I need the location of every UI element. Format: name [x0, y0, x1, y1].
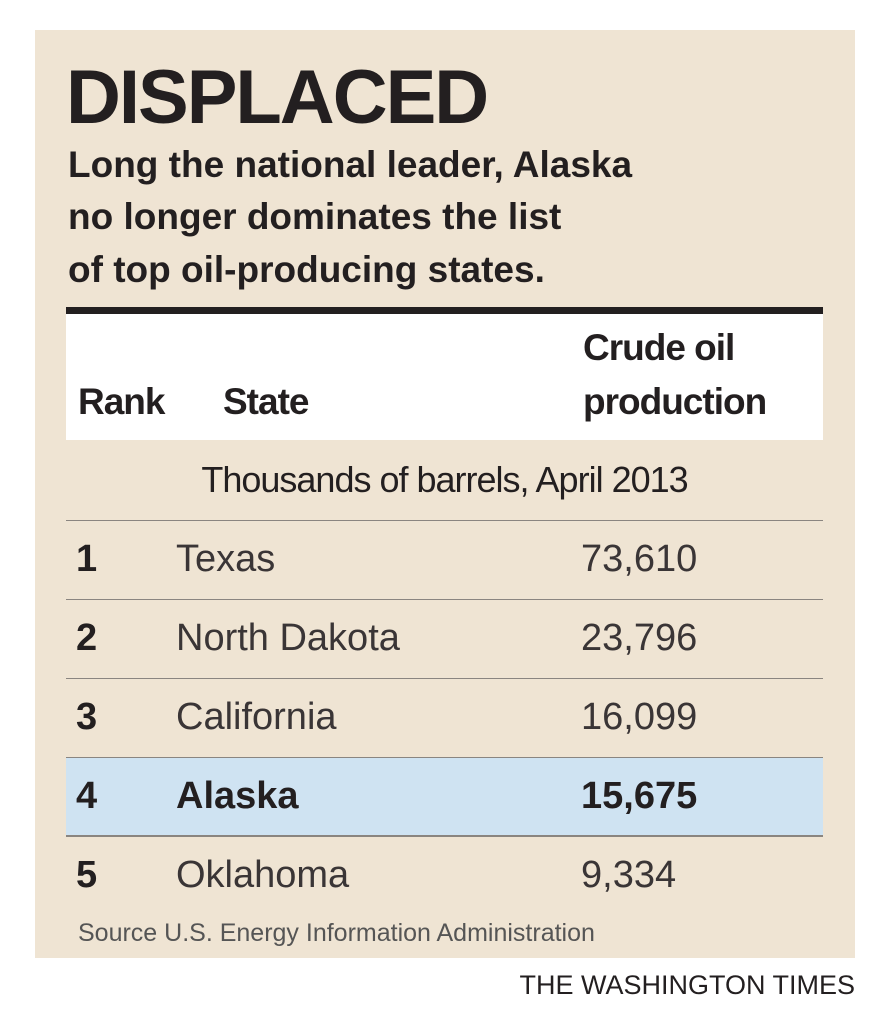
header-rank: Rank [78, 381, 165, 422]
source: Source U.S. Energy Information Administr… [78, 919, 595, 947]
state-cell: Alaska [176, 775, 299, 817]
title: DISPLACED [66, 55, 489, 140]
state-cell: Texas [176, 538, 276, 580]
header-production: production [583, 381, 767, 422]
subtitle-line: Long the national leader, Alaska [68, 144, 633, 185]
production-cell: 23,796 [581, 617, 698, 659]
production-cell: 9,334 [581, 854, 677, 896]
rank-cell: 5 [76, 854, 98, 896]
table-row: 3 California 16,099 [66, 678, 823, 757]
table-row: 2 North Dakota 23,796 [66, 599, 823, 678]
rank-cell: 2 [76, 617, 98, 659]
production-cell: 16,099 [581, 696, 698, 738]
state-cell: California [176, 696, 337, 738]
header-production: Crude oil [583, 327, 735, 368]
production-cell: 73,610 [581, 538, 698, 580]
rank-cell: 4 [76, 775, 98, 817]
credit: THE WASHINGTON TIMES [519, 970, 855, 1000]
unit-note: Thousands of barrels, April 2013 [201, 459, 688, 500]
rank-cell: 1 [76, 538, 98, 580]
table-row: 4 Alaska 15,675 [66, 757, 823, 836]
state-cell: North Dakota [176, 617, 400, 659]
table-row: 5 Oklahoma 9,334 [66, 836, 823, 915]
table-row: 1 Texas 73,610 [66, 520, 823, 599]
header-box [66, 314, 823, 440]
top-rule [66, 307, 823, 314]
production-cell: 15,675 [581, 775, 698, 817]
subtitle-line: no longer dominates the list [68, 196, 562, 237]
subtitle-line: of top oil-producing states. [68, 249, 545, 290]
header-state: State [223, 381, 309, 422]
rank-cell: 3 [76, 696, 98, 738]
state-cell: Oklahoma [176, 854, 350, 896]
